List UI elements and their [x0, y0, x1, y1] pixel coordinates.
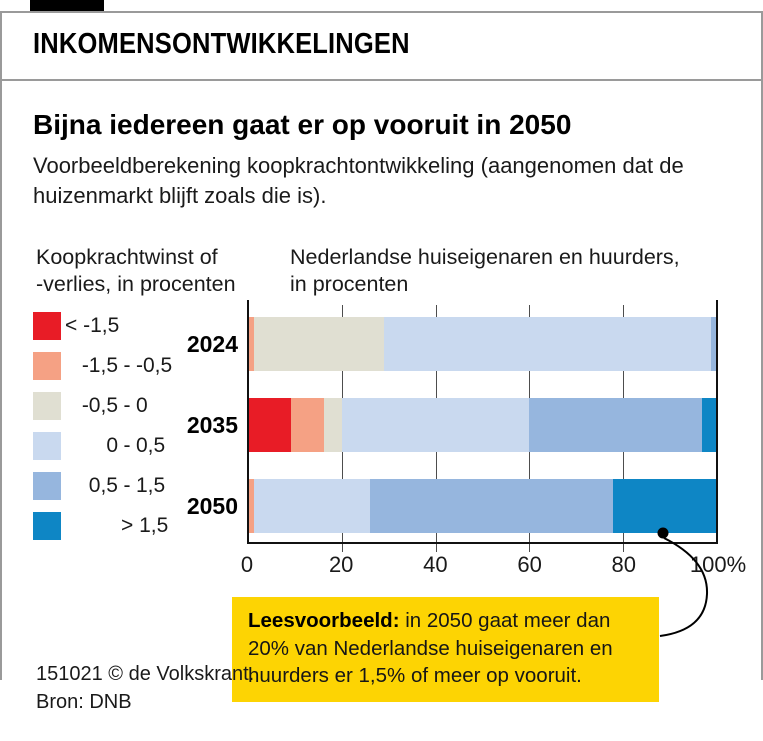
axis-tick-80: [622, 544, 624, 552]
footer: 151021 © de Volkskrant. Bron: DNB: [36, 660, 254, 716]
bar-row: [249, 398, 716, 452]
legend-swatch: [33, 352, 61, 380]
legend-label-to: 0,5: [136, 434, 166, 457]
legend-swatch: [33, 512, 61, 540]
legend-label-dash: -: [123, 474, 131, 497]
legend-item: 0,5-1,5: [33, 472, 243, 500]
x-axis-label: 0: [240, 552, 254, 577]
legend-title: Koopkrachtwinst of -verlies, in procente…: [36, 244, 236, 298]
legend-swatch: [33, 432, 61, 460]
legend-label-dash: -: [123, 394, 131, 417]
legend-label-from: 0,5: [88, 474, 118, 497]
legend-swatch: [33, 472, 61, 500]
top-border: [0, 11, 763, 13]
legend-label: -1,5- -0,5: [63, 352, 172, 380]
footer-credit: 151021 © de Volkskrant.: [36, 663, 255, 685]
bar-segment: [249, 479, 254, 533]
footer-source: Bron: DNB: [36, 691, 132, 713]
axis-tick-60: [529, 544, 531, 552]
axis-tick-20: [342, 544, 344, 552]
annotation-text: in 2050 gaat meer dan 20% van Nederlands…: [248, 609, 613, 687]
page-title: Bijna iedereen gaat er op vooruit in 205…: [33, 109, 572, 140]
bar-segment: [249, 317, 254, 371]
legend-label: 0-0,5: [63, 432, 165, 460]
legend-item: > 1,5: [33, 512, 243, 540]
x-axis-label: 100%: [689, 552, 747, 577]
legend-label-from: -1,5: [81, 354, 118, 377]
bar-segment: [253, 317, 385, 371]
left-border: [0, 11, 2, 680]
annotation-lead: Leesvoorbeeld:: [248, 609, 400, 632]
chart-title-line2: in procenten: [290, 272, 409, 296]
plot-area: 2024 2035 2050: [187, 300, 718, 552]
legend-label: -0,5-0: [63, 392, 148, 420]
legend-label-dash: -: [123, 434, 131, 457]
category-label: 2024: [186, 331, 238, 357]
bar-segment: [249, 398, 292, 452]
legend-label-from: -0,5: [81, 394, 118, 417]
bar-segment: [323, 398, 343, 452]
kicker-tab: [30, 0, 104, 13]
page-subtitle: Voorbeeldberekening koopkrachtontwikkeli…: [33, 153, 684, 208]
bar-row: [249, 317, 716, 371]
category-label: 2050: [186, 493, 238, 519]
legend-item: 0-0,5: [33, 432, 243, 460]
x-axis-label: 60: [517, 552, 542, 577]
axis-tick-40: [435, 544, 437, 552]
legend-label-to: -0,5: [136, 354, 173, 377]
legend-label-to: 0: [136, 394, 148, 417]
legend-label: > 1,5: [121, 514, 169, 537]
legend-item: -1,5- -0,5: [33, 352, 243, 380]
legend-label: 0,5-1,5: [63, 472, 165, 500]
category-label: 2035: [186, 412, 238, 438]
legend-swatch: [33, 312, 61, 340]
legend-label-to: 1,5: [136, 474, 166, 497]
legend-label: < -1,5: [65, 314, 120, 337]
legend-label-from: 0: [106, 434, 118, 457]
bar-segment: [384, 317, 712, 371]
legend-item: < -1,5: [33, 312, 243, 340]
legend-label-dash: -: [123, 354, 131, 377]
legend: < -1,5 -1,5- -0,5 -0,5-0 0-0,5 0,5-1,5 > 1,5: [33, 312, 243, 552]
bar-segment: [529, 398, 702, 452]
x-axis-label: 20: [328, 552, 354, 577]
legend-title-line2: -verlies, in procenten: [36, 272, 236, 296]
bar-segment: [711, 317, 716, 371]
bar-segment: [370, 479, 614, 533]
chart-title-line1: Nederlandse huiseigenaren en huurders,: [290, 245, 680, 269]
x-axis-label: 40: [423, 552, 448, 577]
bar-segment: [291, 398, 324, 452]
right-border: [761, 11, 763, 680]
bar-segment: [342, 398, 530, 452]
chart-title: Nederlandse huiseigenaren en huurders, i…: [290, 244, 680, 298]
bar-segment: [253, 479, 371, 533]
legend-title-line1: Koopkrachtwinst of: [36, 245, 218, 269]
bar-segment: [701, 398, 716, 452]
legend-item: -0,5-0: [33, 392, 243, 420]
bar-segment: [613, 479, 716, 533]
x-axis-label: 80: [611, 552, 637, 577]
bar-row: [249, 479, 716, 533]
annotation-box: Leesvoorbeeld: in 2050 gaat meer dan 20%…: [232, 597, 659, 702]
header-divider: [0, 79, 763, 81]
section-kicker: INKOMENSONTWIKKELINGEN: [33, 28, 410, 60]
legend-swatch: [33, 392, 61, 420]
x-axis: 0 20 40 60 80 100%: [241, 552, 746, 580]
